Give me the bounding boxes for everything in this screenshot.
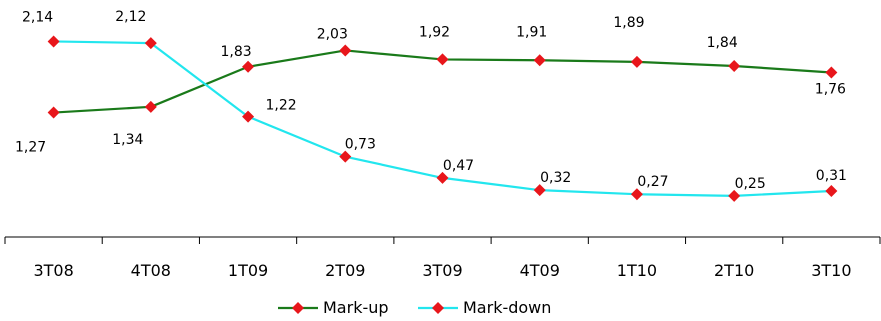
data-point-marker	[825, 66, 838, 79]
data-label: 2,03	[317, 26, 348, 42]
data-label: 1,34	[112, 132, 143, 148]
data-point-marker	[728, 189, 741, 202]
data-label: 1,89	[613, 15, 644, 31]
legend-swatch-marker	[292, 302, 304, 314]
x-tick-label: 1T10	[617, 261, 657, 280]
series-markers	[47, 35, 838, 202]
data-label: 1,22	[265, 98, 296, 114]
data-point-marker	[47, 106, 60, 119]
data-point-marker	[728, 59, 741, 72]
data-point-marker	[630, 55, 643, 68]
x-tick-label: 4T08	[131, 261, 171, 280]
data-point-marker	[339, 44, 352, 57]
data-label: 2,14	[22, 9, 53, 25]
x-tick-label: 1T09	[228, 261, 268, 280]
x-axis: 3T08 4T08 1T09 2T09 3T09 4T09 1T10 2T10 3T10	[4, 236, 881, 280]
data-point-marker	[47, 35, 60, 48]
data-labels: 1,27 1,34 1,83 2,03 1,92 1,91 1,89 1,84 1,76 2,14…	[15, 9, 847, 192]
data-point-marker	[533, 54, 546, 67]
x-tick-label: 4T09	[520, 261, 560, 280]
legend-label: Mark-up	[323, 298, 389, 317]
data-label: 0,47	[443, 158, 474, 174]
data-point-marker	[144, 100, 157, 113]
data-label: 1,83	[220, 44, 251, 60]
data-label: 0,31	[816, 168, 847, 184]
data-point-marker	[242, 110, 255, 123]
legend: Mark-up Mark-down	[278, 298, 551, 317]
x-tick-label: 2T10	[714, 261, 754, 280]
data-label: 0,73	[345, 137, 376, 153]
data-point-marker	[242, 60, 255, 73]
data-point-marker	[630, 188, 643, 201]
data-label: 1,27	[15, 140, 46, 156]
x-tick-label: 3T10	[811, 261, 851, 280]
data-point-marker	[436, 171, 449, 184]
data-label: 0,27	[637, 174, 668, 190]
x-tick-label: 3T08	[33, 261, 73, 280]
data-point-marker	[825, 184, 838, 197]
x-tick-label: 2T09	[325, 261, 365, 280]
data-label: 1,76	[815, 82, 846, 98]
legend-label: Mark-down	[463, 298, 551, 317]
legend-swatch-marker	[432, 302, 444, 314]
data-label: 1,84	[707, 35, 738, 51]
data-point-marker	[339, 150, 352, 163]
data-label: 2,12	[115, 9, 146, 25]
data-point-marker	[533, 184, 546, 197]
data-point-marker	[144, 37, 157, 50]
data-label: 1,92	[419, 24, 450, 40]
data-label: 1,91	[516, 24, 547, 40]
data-label: 0,32	[540, 170, 571, 186]
data-point-marker	[436, 53, 449, 66]
x-tick-label: 3T09	[422, 261, 462, 280]
data-label: 0,25	[735, 176, 766, 192]
